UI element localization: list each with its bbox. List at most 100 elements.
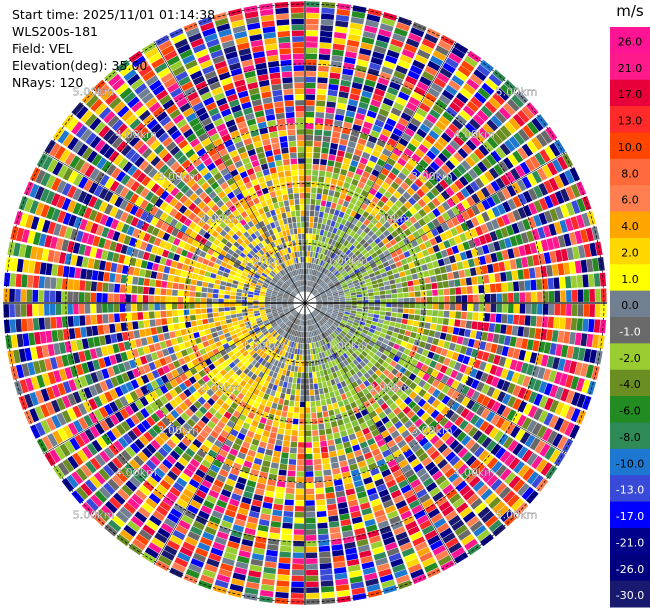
velocity-gate [431, 316, 438, 324]
velocity-gate [256, 319, 263, 324]
velocity-gate [300, 395, 305, 402]
velocity-gate [533, 214, 542, 227]
velocity-gate [339, 304, 346, 308]
velocity-gate [224, 458, 234, 467]
velocity-gate [432, 338, 440, 346]
velocity-gate [386, 439, 396, 449]
velocity-gate [419, 243, 427, 251]
velocity-gate [512, 385, 522, 397]
velocity-gate [328, 251, 334, 258]
velocity-gate [332, 131, 341, 139]
velocity-gate [371, 280, 378, 285]
velocity-gate [313, 291, 319, 296]
velocity-gate [307, 355, 311, 361]
velocity-gate [247, 370, 254, 378]
velocity-gate [413, 112, 425, 123]
velocity-gate [120, 384, 129, 395]
velocity-gate [276, 354, 282, 361]
velocity-gate [206, 434, 216, 444]
velocity-gate [333, 234, 339, 241]
velocity-gate [384, 316, 391, 321]
velocity-gate [225, 398, 233, 406]
velocity-gate [324, 277, 330, 283]
velocity-gate [436, 522, 450, 534]
velocity-gate [316, 100, 326, 107]
velocity-gate [339, 251, 345, 258]
velocity-gate [421, 349, 430, 357]
velocity-gate [166, 289, 173, 296]
velocity-gate [478, 312, 485, 322]
velocity-gate [580, 363, 589, 377]
velocity-gate [424, 562, 439, 573]
velocity-gate [464, 366, 473, 376]
velocity-gate [314, 359, 318, 366]
velocity-gate [258, 403, 266, 411]
velocity-gate [381, 181, 390, 190]
velocity-gate [362, 427, 371, 436]
velocity-gate [395, 350, 403, 358]
velocity-gate [320, 376, 326, 383]
velocity-gate [379, 332, 386, 338]
velocity-gate [269, 328, 275, 334]
velocity-gate [477, 275, 484, 285]
velocity-gate [326, 433, 334, 441]
velocity-gate [279, 349, 284, 356]
velocity-gate [477, 87, 491, 100]
velocity-gate [413, 212, 422, 221]
velocity-gate [179, 277, 186, 284]
velocity-gate [322, 300, 328, 303]
velocity-gate [467, 543, 482, 556]
velocity-gate [276, 385, 283, 393]
velocity-gate [328, 354, 334, 361]
velocity-gate [466, 399, 476, 410]
velocity-gate [403, 297, 410, 303]
velocity-gate [309, 331, 313, 337]
velocity-gate [412, 59, 426, 70]
velocity-gate [230, 295, 236, 300]
velocity-gate [80, 482, 93, 497]
velocity-gate [536, 167, 548, 181]
velocity-gate [432, 125, 443, 136]
velocity-gate [404, 378, 413, 387]
velocity-gate [540, 239, 549, 252]
velocity-gate [350, 438, 359, 447]
velocity-gate [334, 114, 345, 122]
velocity-gate [294, 330, 298, 337]
velocity-gate [313, 152, 321, 159]
velocity-gate [363, 326, 370, 331]
velocity-gate [145, 404, 155, 415]
velocity-gate [56, 277, 63, 290]
velocity-gate [22, 333, 30, 347]
velocity-gate [351, 11, 366, 19]
velocity-gate [383, 212, 391, 221]
velocity-gate [331, 360, 337, 367]
velocity-gate [426, 303, 433, 310]
velocity-gate [368, 328, 375, 334]
velocity-gate [389, 321, 396, 327]
velocity-gate [213, 288, 219, 294]
velocity-gate [409, 291, 415, 298]
velocity-gate [121, 484, 134, 497]
velocity-gate [356, 338, 363, 344]
velocity-gate [329, 265, 334, 272]
velocity-gate [401, 48, 415, 59]
velocity-gate [344, 446, 353, 454]
velocity-gate [507, 248, 515, 259]
velocity-gate [39, 331, 47, 344]
velocity-gate [340, 361, 346, 368]
velocity-gate [142, 524, 156, 536]
velocity-gate [204, 411, 214, 420]
velocity-gate [431, 369, 439, 378]
velocity-gate [90, 292, 97, 303]
velocity-gate [491, 460, 503, 473]
velocity-gate [198, 406, 208, 415]
velocity-gate [288, 459, 297, 465]
velocity-gate [446, 398, 456, 409]
velocity-gate [449, 493, 462, 505]
velocity-gate [350, 310, 357, 314]
velocity-gate [256, 331, 263, 337]
velocity-gate [475, 405, 486, 416]
velocity-gate [371, 169, 380, 177]
velocity-gate [270, 337, 276, 344]
velocity-gate [206, 293, 213, 298]
